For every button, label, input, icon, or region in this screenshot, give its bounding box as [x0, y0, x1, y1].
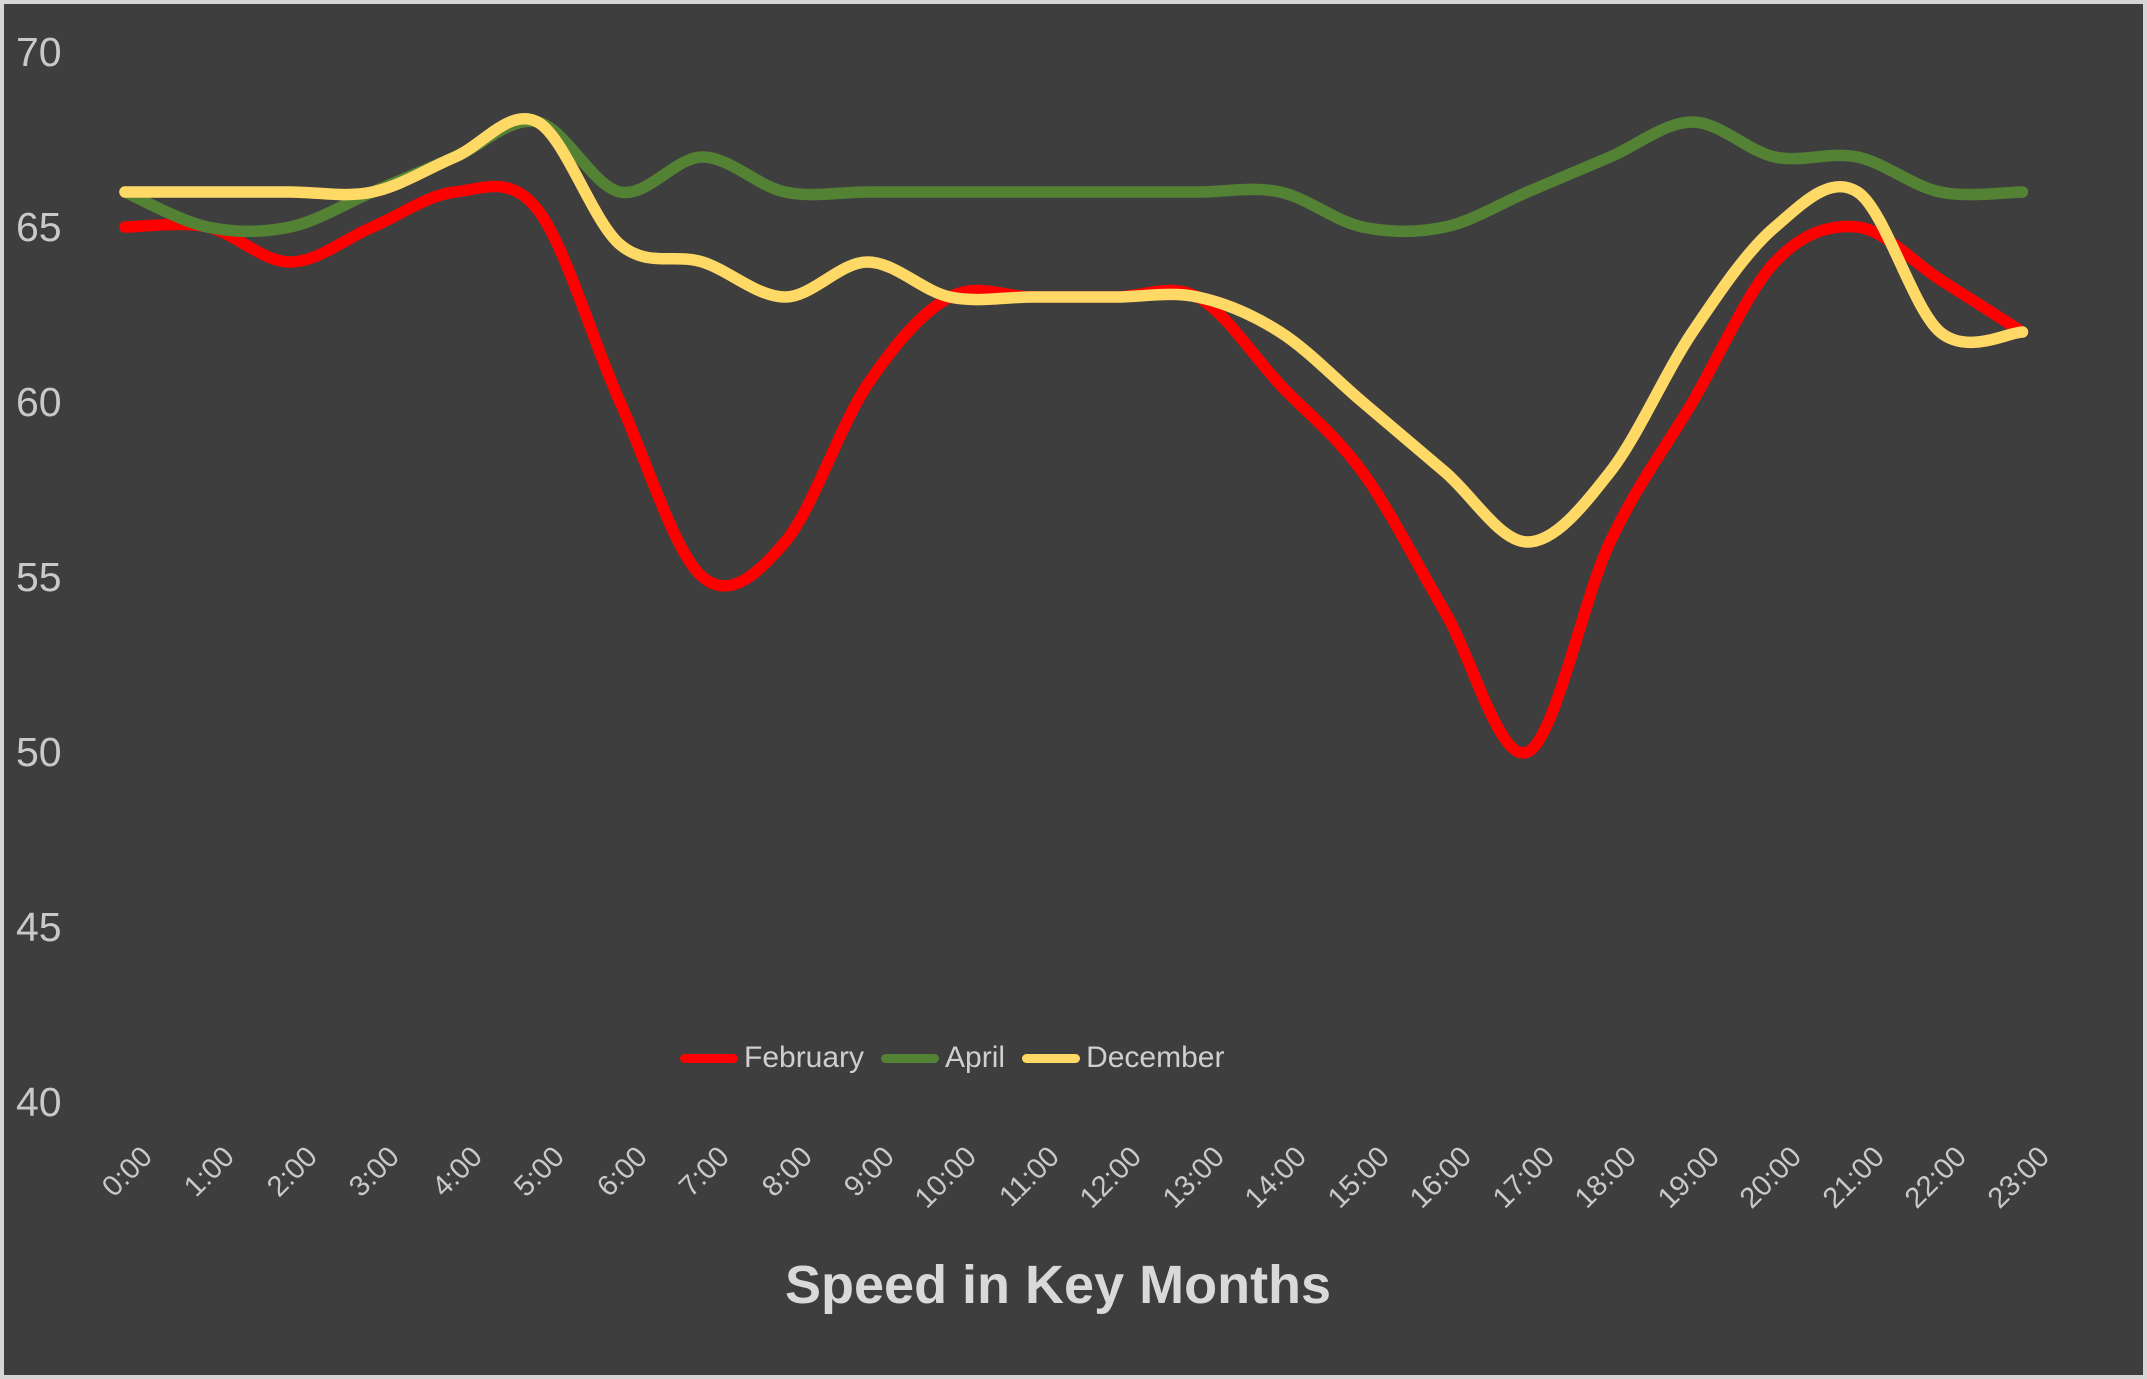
- y-tick-label-70: 70: [16, 29, 62, 75]
- legend-label-april: April: [945, 1041, 1006, 1074]
- legend-label-december: December: [1086, 1041, 1225, 1074]
- y-tick-label-40: 40: [16, 1079, 62, 1125]
- legend: February April December: [680, 1030, 1224, 1086]
- legend-item-december: December: [1022, 1041, 1224, 1075]
- series-line-december: [119, 113, 2029, 548]
- y-tick-label-60: 60: [16, 379, 62, 425]
- legend-label-february: February: [744, 1041, 865, 1074]
- legend-item-february: February: [680, 1041, 864, 1075]
- y-tick-label-45: 45: [16, 904, 62, 950]
- legend-swatch-february: [680, 1053, 738, 1063]
- legend-swatch-december: [1022, 1053, 1081, 1063]
- line-chart: [119, 113, 2029, 759]
- y-tick-label-55: 55: [16, 554, 62, 600]
- legend-item-april: April: [881, 1041, 1005, 1075]
- legend-swatch-april: [881, 1053, 940, 1063]
- y-tick-label-65: 65: [16, 204, 62, 250]
- chart-title: Speed in Key Months: [785, 1255, 1332, 1315]
- y-tick-label-50: 50: [16, 729, 62, 775]
